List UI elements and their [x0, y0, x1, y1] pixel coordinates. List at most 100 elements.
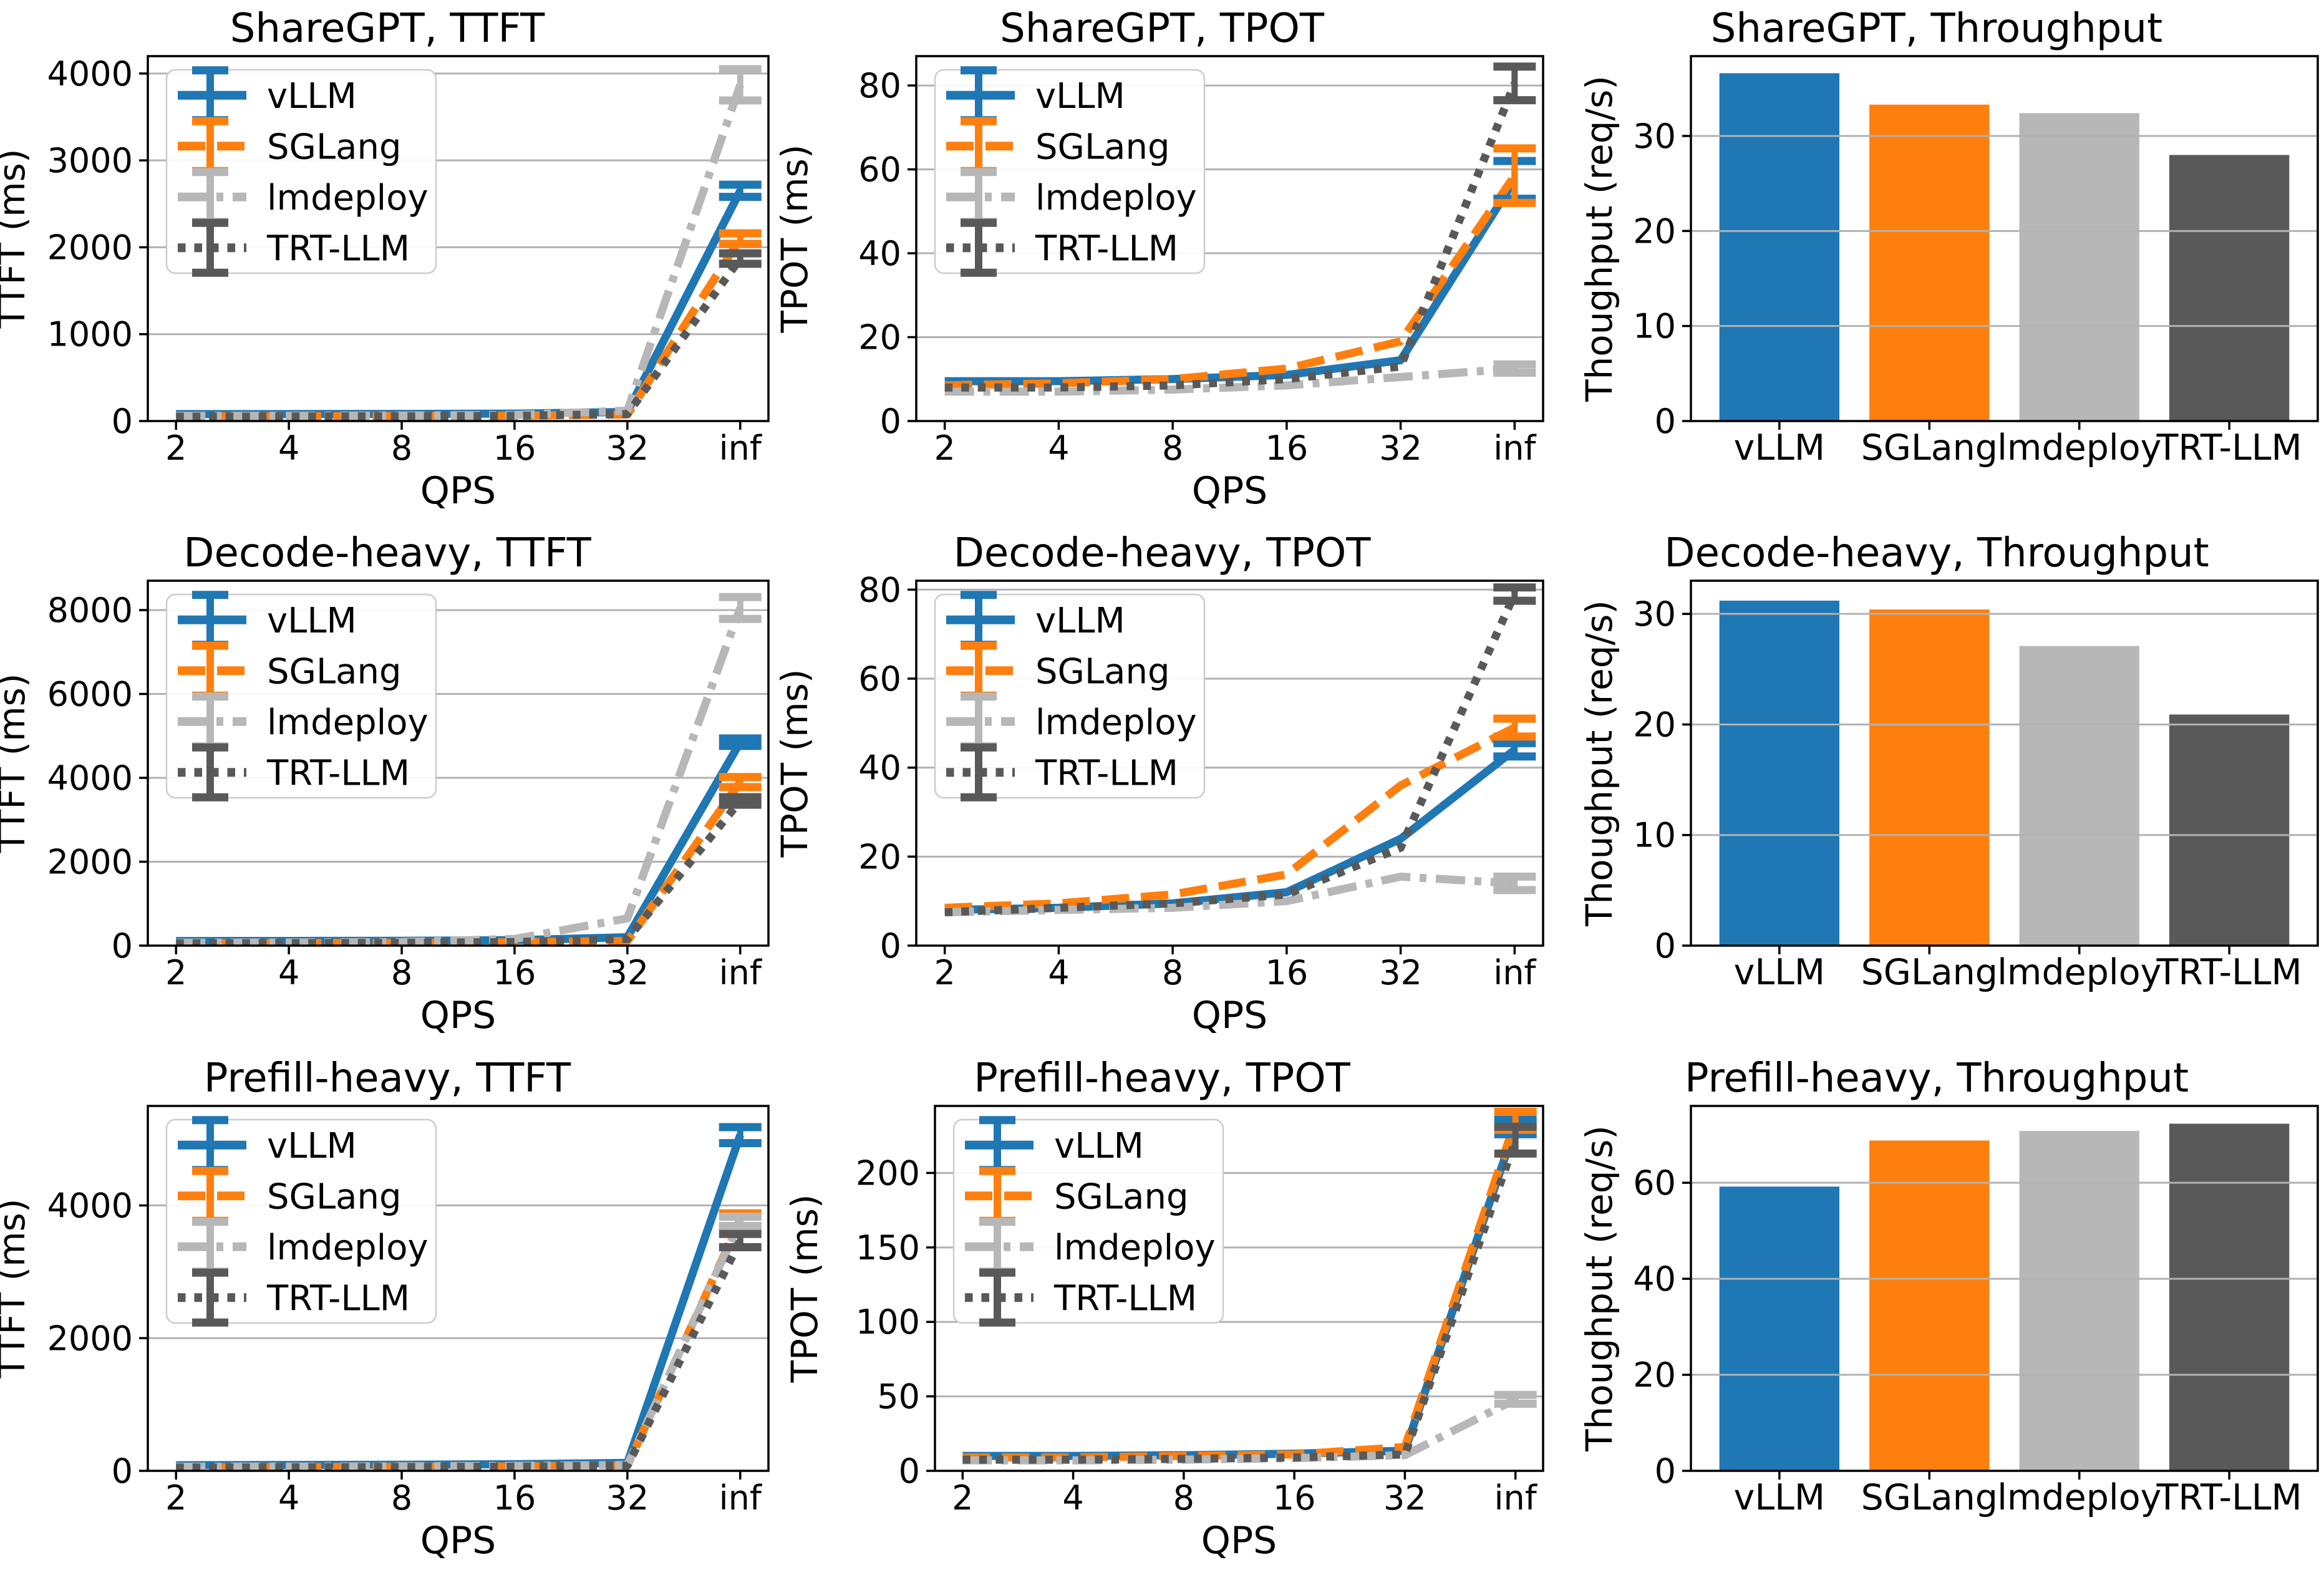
x-tick-label: lmdeploy: [1997, 1477, 2161, 1518]
legend-label: SGLang: [1035, 651, 1170, 692]
y-tick-label: 0: [112, 402, 133, 441]
y-tick-label: 2000: [47, 843, 133, 882]
x-tick-label: 2: [165, 953, 186, 992]
y-tick-label: 40: [858, 234, 901, 273]
y-tick-label: 0: [880, 926, 901, 966]
series-group: [176, 606, 744, 946]
errorbar-SGLang: [719, 773, 762, 792]
legend-label: vLLM: [267, 601, 357, 641]
plot-spines: [915, 55, 1544, 422]
errorbar-TRT-LLM: [1493, 62, 1536, 105]
legend-key-TRT-LLM: [178, 1268, 246, 1327]
bar-lmdeploy: [2019, 1131, 2139, 1471]
x-tick-label: SGLang: [1861, 952, 1998, 993]
y-axis-label: Thoughput (req/s): [1578, 600, 1620, 927]
y-tick-label: 60: [858, 659, 901, 699]
legend: vLLM SGLang lmdeploy TRT-LLM: [165, 1116, 437, 1327]
x-tick-label: TRT-LLM: [2156, 1477, 2302, 1518]
errorbar-lmdeploy: [719, 593, 762, 623]
x-tick-label: TRT-LLM: [2156, 427, 2302, 468]
x-tick-label: 16: [1266, 429, 1309, 468]
x-tick-label: inf: [1493, 953, 1537, 992]
y-tick-label: 60: [1633, 1163, 1676, 1203]
errorbar-TRT-LLM: [719, 793, 762, 809]
x-axis-label: QPS: [420, 994, 496, 1037]
legend-label: vLLM: [267, 76, 357, 117]
legend-box: [165, 69, 437, 274]
y-tick-label: 60: [858, 150, 901, 190]
x-tick-label: 32: [606, 953, 649, 992]
legend-label: lmdeploy: [267, 702, 428, 743]
x-tick-label: 32: [606, 1478, 649, 1518]
legend-box: [165, 593, 437, 799]
chart-title: Prefill-heavy, TTFT: [203, 1055, 571, 1102]
series-group: [176, 1133, 744, 1471]
y-tick-label: 80: [858, 574, 901, 609]
series-line-TRT-LLM: [962, 1138, 1519, 1464]
legend-box: [165, 1118, 437, 1324]
y-tick-label: 0: [112, 1451, 133, 1491]
y-tick-label: 20: [1633, 211, 1676, 251]
series-line-TRT-LLM: [944, 82, 1519, 392]
legend-label: lmdeploy: [267, 178, 428, 218]
x-tick-label: inf: [719, 1478, 763, 1518]
errorbar-TRT-LLM: [719, 1229, 762, 1252]
y-axis-label: TTFT (ms): [0, 673, 33, 853]
legend-label: vLLM: [1035, 601, 1125, 641]
series-line-TRT-LLM: [176, 1239, 744, 1471]
bar-TRT-LLM: [2169, 1123, 2290, 1471]
y-tick-label: 40: [858, 749, 901, 788]
x-tick-label: TRT-LLM: [2156, 952, 2302, 993]
y-tick-label: 0: [880, 402, 901, 441]
legend-label: TRT-LLM: [1035, 753, 1178, 793]
bar-TRT-LLM: [2169, 155, 2290, 421]
chart-title: Prefill-heavy, Throughput: [1684, 1055, 2189, 1102]
legend: vLLM SGLang lmdeploy TRT-LLM: [165, 591, 437, 802]
series-line-lmdeploy: [944, 364, 1515, 396]
legend: vLLM SGLang lmdeploy TRT-LLM: [934, 591, 1206, 802]
legend-box: [934, 593, 1206, 799]
x-tick-label: inf: [719, 953, 763, 992]
subplot-prefill-heavy-tpot: Prefill-heavy, TPOT 0 50 100 150 200 2 4 8 16 32 i…: [775, 1050, 1549, 1575]
bar-lmdeploy: [2019, 113, 2139, 421]
plot-area: 0 2000 4000 2 4 8 16 32 inf TTFT (ms) QPS vLLM SGLan…: [0, 1105, 770, 1563]
legend: vLLM SGLang lmdeploy TRT-LLM: [952, 1116, 1224, 1327]
y-axis-label: TPOT (ms): [775, 669, 816, 858]
x-tick-label: 4: [278, 953, 299, 992]
plot-spines: [147, 579, 770, 947]
subplot-prefill-heavy-throughput: Prefill-heavy, Throughput 0 20 40 60 vLLM SGL…: [1549, 1050, 2324, 1575]
bar-SGLang: [1869, 104, 1990, 421]
chart-title: ShareGPT, TPOT: [1000, 6, 1324, 52]
plot-area: 0 50 100 150 200 2 4 8 16 32 inf TPOT (ms) QPS vLLM SG…: [783, 1105, 1544, 1563]
x-axis-label: QPS: [1192, 469, 1268, 513]
legend-box: [952, 1118, 1224, 1324]
y-tick-label: 20: [858, 837, 901, 876]
subplot-prefill-heavy-ttft: Prefill-heavy, TTFT 0 2000 4000 2 4 8 16 32 inf T…: [0, 1050, 775, 1575]
series-line-TRT-LLM: [176, 256, 744, 421]
y-axis-label: TPOT (ms): [783, 1195, 826, 1384]
y-tick-label: 0: [899, 1451, 920, 1491]
series-group: [944, 592, 1519, 916]
x-tick-label: 4: [278, 429, 299, 468]
errorbar-vLLM: [1493, 739, 1536, 761]
series-group: [944, 82, 1519, 396]
errorbar-vLLM: [719, 1123, 762, 1148]
bar-SGLang: [1869, 1140, 1990, 1471]
y-tick-label: 4000: [47, 1186, 133, 1226]
y-tick-label: 0: [1655, 402, 1676, 441]
y-tick-label: 4000: [47, 758, 133, 798]
x-tick-label: 32: [1379, 429, 1422, 468]
y-tick-label: 100: [856, 1302, 920, 1342]
errorbar-lmdeploy: [719, 1213, 762, 1231]
x-tick-label: 4: [1062, 1478, 1083, 1518]
plot-spines: [934, 1105, 1544, 1472]
x-tick-label: 2: [165, 429, 186, 468]
errorbar-vLLM: [719, 734, 762, 750]
series-line-SGLang: [944, 724, 1517, 912]
y-tick-label: 6000: [47, 675, 133, 714]
plot-spines: [147, 55, 770, 422]
plot-area: 0 1000 2000 3000 4000 2 4 8 16 32 inf TTFT (ms) QPS v…: [0, 54, 770, 513]
plot-spines: [147, 1105, 770, 1472]
series-line-lmdeploy: [962, 1395, 1518, 1465]
